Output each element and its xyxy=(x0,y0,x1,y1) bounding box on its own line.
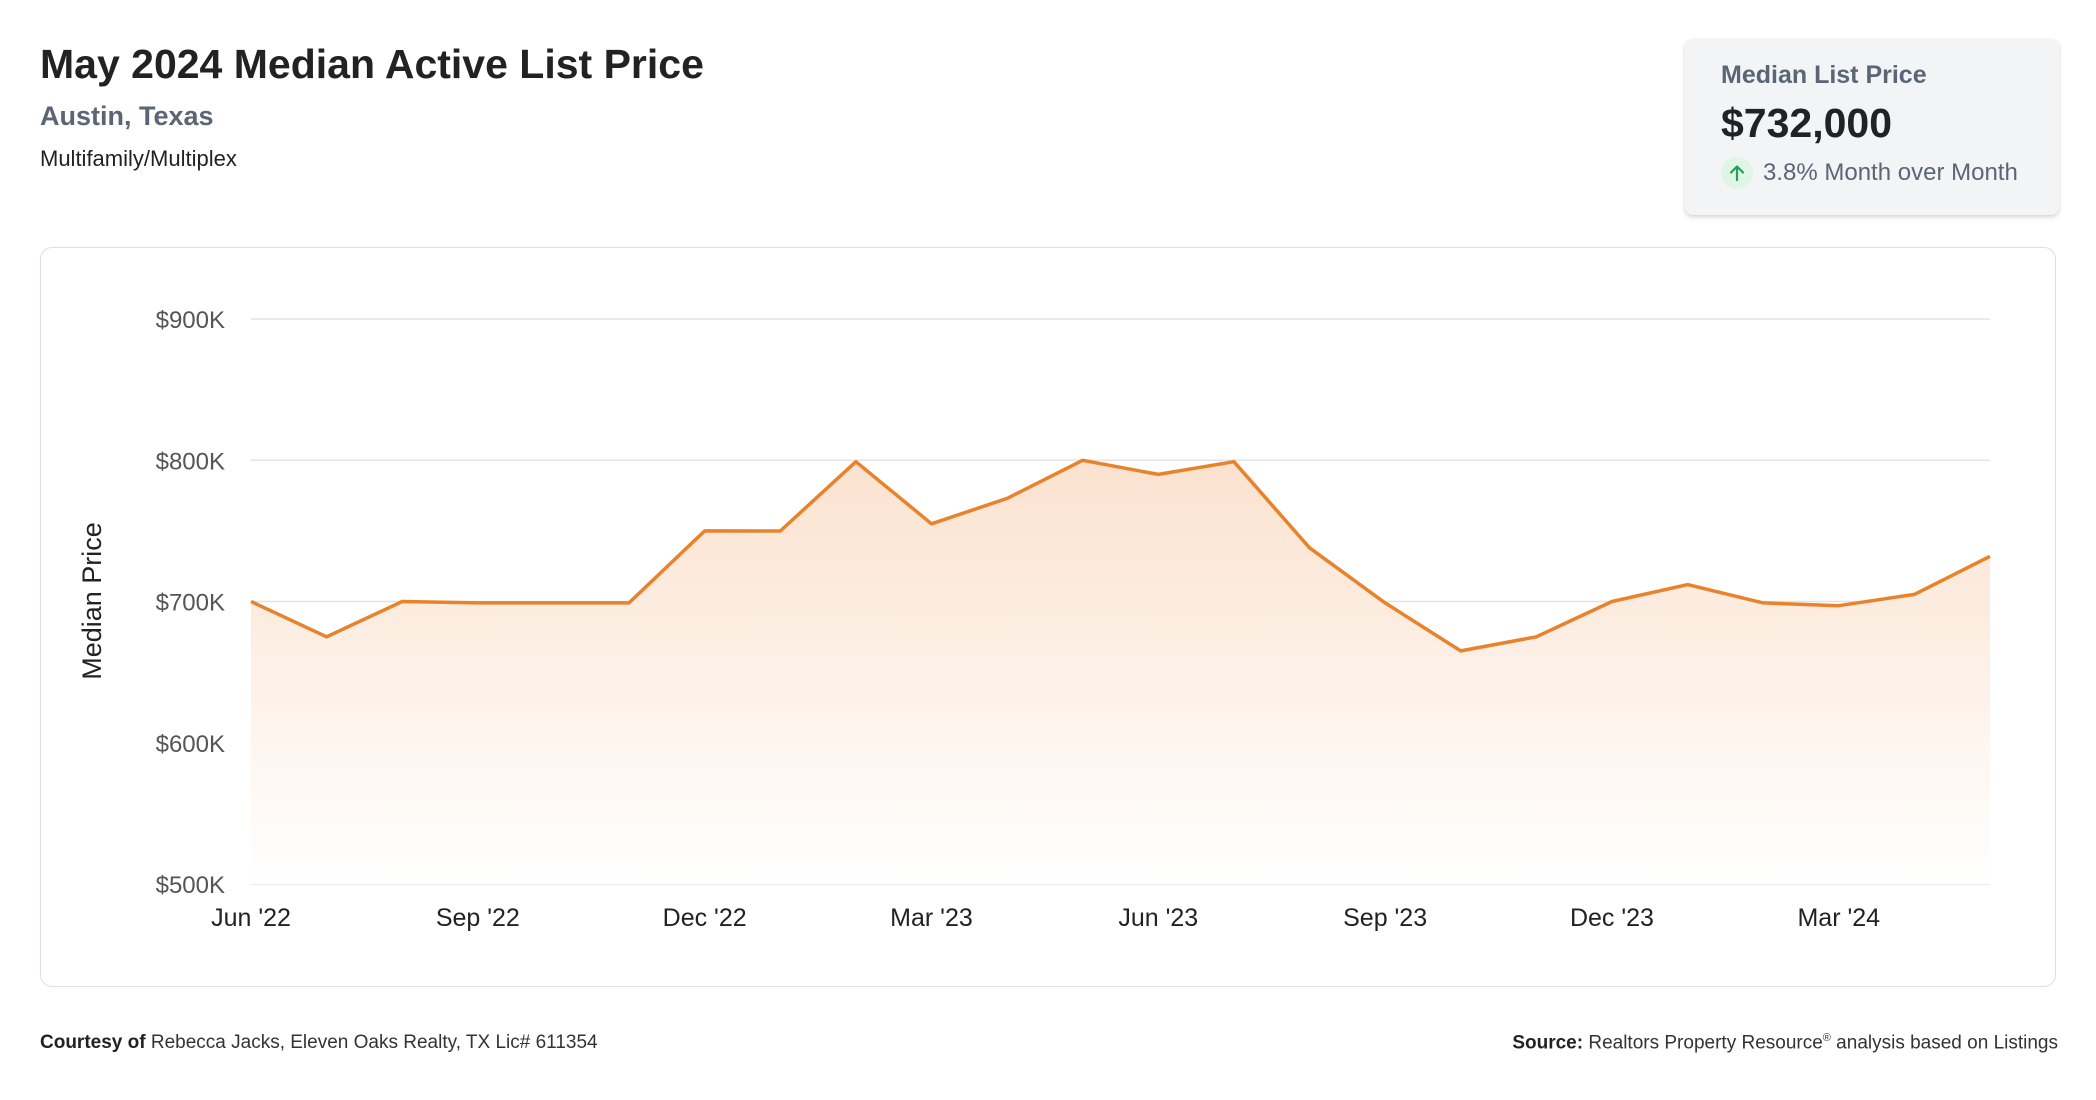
x-tick-label: Jun '22 xyxy=(211,904,291,932)
data-point[interactable] xyxy=(1530,631,1542,643)
courtesy-label: Courtesy of xyxy=(40,1032,146,1053)
x-tick-label: Jun '23 xyxy=(1118,904,1198,932)
stat-value: $732,000 xyxy=(1721,100,1893,146)
data-point[interactable] xyxy=(1757,597,1769,609)
x-tick-label: Dec '23 xyxy=(1570,904,1654,932)
median-list-price-card: Median List Price $732,000 3.8% Month ov… xyxy=(1685,39,2059,215)
source-label: Source: xyxy=(1512,1032,1584,1054)
data-point[interactable] xyxy=(1606,596,1618,608)
data-point[interactable] xyxy=(1984,550,1996,562)
data-point[interactable] xyxy=(547,597,559,609)
x-tick-label: Mar '23 xyxy=(890,904,973,932)
data-point[interactable] xyxy=(850,456,862,468)
data-point[interactable] xyxy=(623,597,635,609)
courtesy-text: Rebecca Jacks, Eleven Oaks Realty, TX Li… xyxy=(150,1032,598,1053)
data-point[interactable] xyxy=(1001,492,1013,504)
page-title: May 2024 Median Active List Price xyxy=(40,41,704,87)
x-tick-label: Sep '22 xyxy=(436,904,520,932)
data-point[interactable] xyxy=(925,518,937,530)
arrow-up-icon xyxy=(1721,157,1753,189)
data-point[interactable] xyxy=(396,596,408,608)
property-type-label: Multifamily/Multiplex xyxy=(40,146,237,172)
data-point[interactable] xyxy=(1152,468,1164,480)
data-point[interactable] xyxy=(1682,579,1694,591)
chart-card: $500K $600K $700K $800K $900K Jun '22 Sep '22… xyxy=(40,247,2056,987)
y-axis-label: Median Price xyxy=(77,522,107,680)
series-line xyxy=(250,458,1991,653)
data-point[interactable] xyxy=(472,597,484,609)
x-tick-label: Sep '23 xyxy=(1343,904,1427,932)
data-point[interactable] xyxy=(699,525,711,537)
y-tick-label: $800K xyxy=(156,448,225,475)
y-tick-label: $500K xyxy=(156,872,225,899)
data-point[interactable] xyxy=(1077,454,1089,466)
data-point[interactable] xyxy=(1833,600,1845,612)
source-text: Realtors Property Resource xyxy=(1588,1032,1823,1054)
stat-change: 3.8% Month over Month xyxy=(1721,157,2023,189)
x-tick-label: Mar '24 xyxy=(1797,904,1880,932)
location-label: Austin, Texas xyxy=(40,101,214,132)
footer-source: Source: Realtors Property Resource® anal… xyxy=(1512,1032,2058,1054)
y-tick-label: $600K xyxy=(156,731,225,758)
footer-courtesy: Courtesy of Rebecca Jacks, Eleven Oaks R… xyxy=(40,1032,598,1054)
y-tick-label: $700K xyxy=(156,590,225,617)
y-tick-label: $900K xyxy=(156,307,225,334)
area-fill xyxy=(251,460,1990,884)
header: May 2024 Median Active List Price Austin… xyxy=(40,40,704,172)
data-point[interactable] xyxy=(1228,456,1240,468)
stat-label: Median List Price xyxy=(1721,61,1927,89)
data-point[interactable] xyxy=(1908,588,1920,600)
registered-mark: ® xyxy=(1822,1032,1831,1044)
x-tick-label: Dec '22 xyxy=(663,904,747,932)
stat-change-text: 3.8% Month over Month xyxy=(1763,159,2018,186)
data-point[interactable] xyxy=(774,525,786,537)
data-point[interactable] xyxy=(245,596,257,608)
source-text-suffix: analysis based on Listings xyxy=(1830,1032,2058,1054)
data-point[interactable] xyxy=(321,631,333,643)
data-point[interactable] xyxy=(1455,645,1467,657)
data-point[interactable] xyxy=(1379,597,1391,609)
data-point[interactable] xyxy=(1304,542,1316,554)
price-chart: $500K $600K $700K $800K $900K Jun '22 Sep '22… xyxy=(77,307,1996,932)
